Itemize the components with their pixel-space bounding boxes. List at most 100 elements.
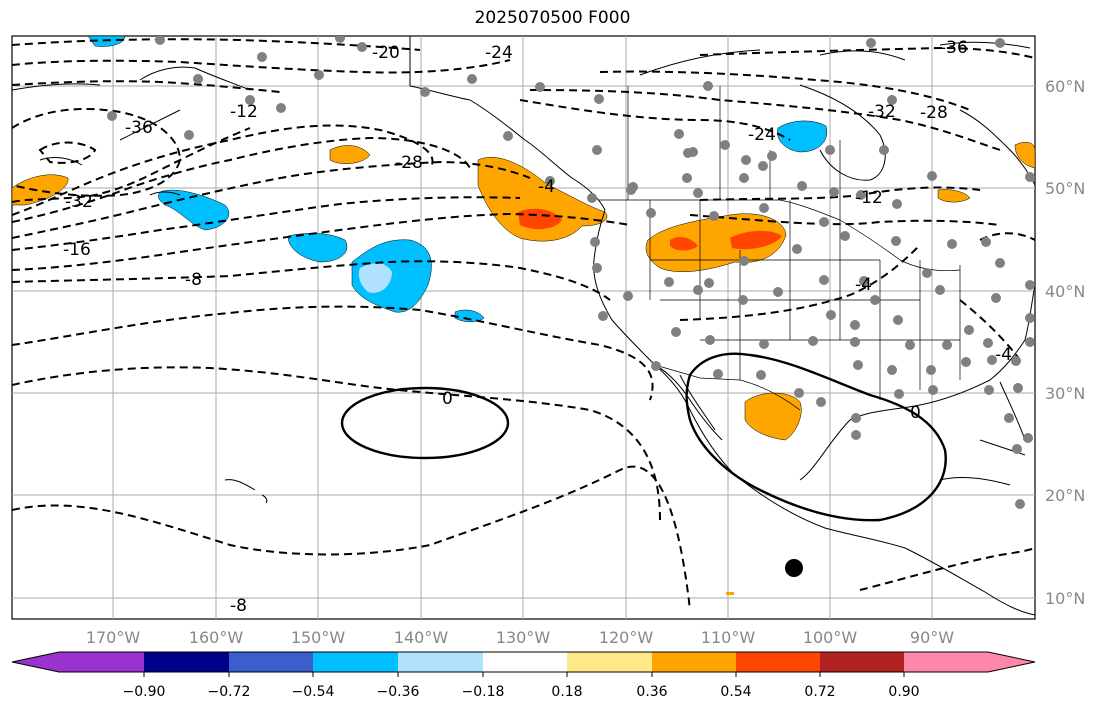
border-us-mexico [654,364,801,411]
colorbar-swatch [398,652,483,672]
contour-canada-36 [699,46,1035,59]
shade-positive-gulf-of-alaska [329,145,371,164]
contour-label: -8 [230,596,247,616]
coast-gulf [799,339,1026,481]
colorbar-swatch [59,652,144,672]
colorbar-tick: 0.54 [720,684,751,700]
coast-alaska [409,36,606,211]
colorbar-swatch [144,652,229,672]
colorbar-tick: −0.72 [208,684,251,700]
canada-provinces [627,86,841,220]
lon-tick: 110°W [701,628,756,647]
contour-n16 [12,196,521,251]
contour-n24-north [12,59,511,74]
aleutian-islands [149,191,181,196]
lon-tick: 130°W [496,628,551,647]
contour-n28-north [12,80,281,93]
contour-label: -12 [855,188,883,208]
lon-tick: 100°W [803,628,858,647]
colorbar-tick: −0.90 [123,684,166,700]
contour-label: -20 [372,43,400,63]
contour-canada-28 [529,89,1001,151]
shade-negative-npac-west [287,233,348,263]
colorbar-swatch [483,652,567,672]
contour-n20-north [12,38,421,51]
shade-negative-hudson [777,120,828,153]
lat-tick: 50°N [1045,179,1085,198]
contour-label: -4 [995,345,1012,365]
coast-baja [654,364,723,441]
contour-label: -36 [125,118,153,138]
coast-siberia [12,66,251,91]
colorbar-tick: −0.54 [292,684,335,700]
colorbar-tick: 0.90 [888,684,919,700]
contour-label: -12 [230,102,258,122]
colorbar: −0.90 −0.72 −0.54 −0.36 −0.18 0.18 0.36 … [11,651,1036,700]
longitude-labels: 170°W 160°W 150°W 140°W 130°W 120°W 110°… [86,628,954,647]
lon-tick: 90°W [910,628,954,647]
lat-tick: 20°N [1045,486,1085,505]
colorbar-tick: 0.18 [551,684,582,700]
colorbar-swatch [736,652,820,672]
colorbar-swatch [820,652,904,672]
lat-tick: 10°N [1045,589,1085,608]
contour-east-4 [679,244,921,321]
contour-n28 [12,124,434,216]
contour-n4-pac [12,305,654,401]
contour-label: -28 [395,153,423,173]
contour-label: -32 [65,192,93,212]
latitude-labels: 60°N 50°N 40°N 30°N 20°N 10°N [1045,77,1085,608]
feature-marker [785,559,803,577]
colorbar-outline [11,651,1036,673]
contour-n24 [12,136,471,223]
contour-n8-mid [12,366,661,521]
lon-tick: 170°W [86,628,141,647]
contour-label: -4 [855,275,872,295]
shade-strong-rockies-west [670,237,698,251]
contour-n36-ring [12,107,182,197]
contour-label: -16 [63,240,91,260]
lon-tick: 150°W [291,628,346,647]
zero-contour-pacific [340,386,510,460]
contour-canada-32 [599,70,971,111]
small-feature [726,592,734,595]
colorbar-swatch [229,652,313,672]
contour-label: -24 [485,43,513,63]
colorbar-swatch [652,652,736,672]
zero-contour-mexico [685,352,947,522]
shade-positive-west-pacific [12,174,69,206]
zero-contours [340,352,947,522]
contour-labels: -36 -32 -28 -24 -20 -16 -12 -8 -4 0 -24 … [63,38,1012,616]
shade-positive-labrador [1014,142,1035,169]
shade-negative-aleutians [158,189,230,231]
shade-negative-npac-east [351,239,432,313]
colorbar-swatch [567,652,652,672]
contour-east-8 [689,214,1001,226]
lat-tick: 60°N [1045,77,1085,96]
contour-n40-ring [38,141,97,164]
contour-n12 [12,212,631,271]
contour-n20 [12,160,531,239]
contour-n8-label [12,260,611,301]
shade-positive-east-canada [937,189,971,203]
contour-label: -28 [920,103,948,123]
contour-label: -4 [538,177,555,197]
contour-label: -32 [868,102,896,122]
coast-kamchatka [39,109,181,166]
colorbar-tick: 0.36 [636,684,667,700]
shade-weak-negative-npac [358,263,392,293]
coast-arctic-canada [639,41,1031,76]
hawaii-islands [224,479,268,504]
coast-caribbean [939,439,1026,486]
contour-east-4b [959,299,1021,361]
colorbar-swatch [313,652,398,672]
contour-carib [859,547,1035,591]
contour-n32 [12,127,251,203]
coast-east-us [1024,284,1035,341]
contour-label: 0 [442,389,453,409]
colorbar-swatch [904,652,988,672]
coast-florida [999,381,1026,441]
shade-negative-npac-small [454,309,485,322]
colorbar-tick: −0.36 [377,684,420,700]
